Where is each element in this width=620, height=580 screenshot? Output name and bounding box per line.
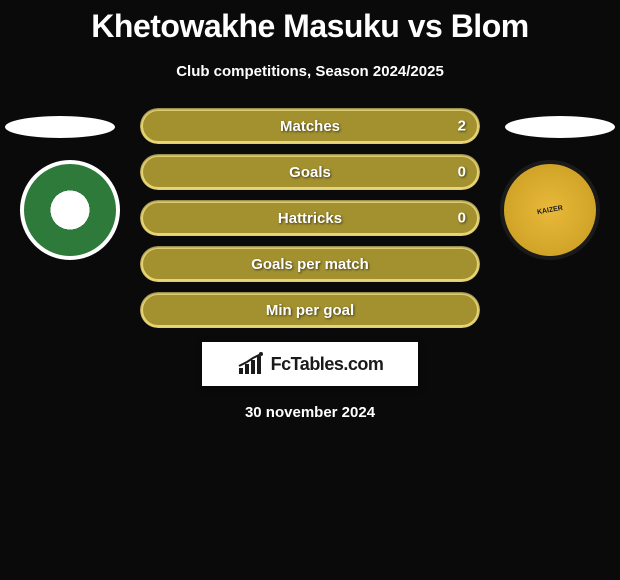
ellipse-right [505,116,615,138]
stat-label: Min per goal [266,302,354,319]
stat-row: Min per goal [140,292,480,328]
brand-box[interactable]: FcTables.com [202,342,418,386]
stat-label: Goals per match [251,256,369,273]
stat-value-right: 0 [458,210,466,227]
stat-row: Goals per match [140,246,480,282]
stat-label: Matches [280,118,340,135]
stat-label: Goals [289,164,331,181]
stat-label: Hattricks [278,210,342,227]
comparison-panel: CELTIC KAIZER Matches2Goals0Hattricks0Go… [0,108,620,421]
stat-row: Matches 2 [140,108,480,144]
team-logo-left: CELTIC [20,160,120,260]
date-text: 30 november 2024 [0,404,620,421]
ellipse-left [5,116,115,138]
page-title: Khetowakhe Masuku vs Blom [0,0,620,45]
stat-value-right: 2 [458,118,466,135]
chart-icon [237,352,267,376]
stat-row: Hattricks 0 [140,200,480,236]
team-logo-left-label: CELTIC [58,207,83,214]
stats-list: Matches 2 Goals 0 Hattricks 0 Goals per match M… [140,108,480,328]
brand-text: FcTables.com [271,354,384,375]
team-logo-right: KAIZER [500,160,600,260]
stat-row: Goals 0 [140,154,480,190]
stat-value-right: 0 [458,164,466,181]
team-logo-right-label: KAIZER [537,204,564,215]
subtitle: Club competitions, Season 2024/2025 [0,63,620,80]
